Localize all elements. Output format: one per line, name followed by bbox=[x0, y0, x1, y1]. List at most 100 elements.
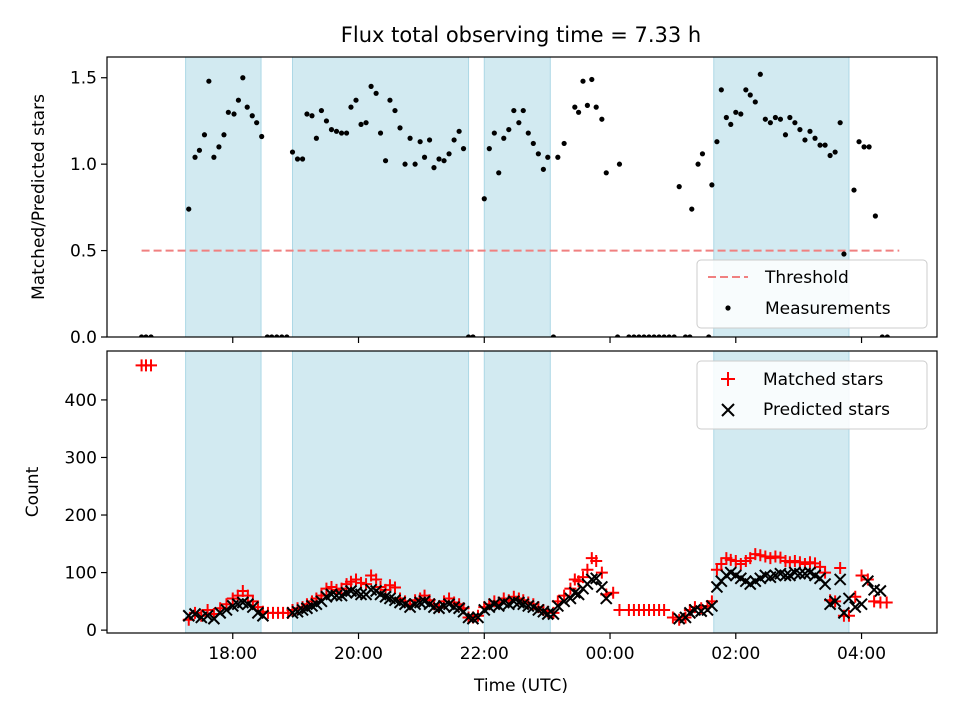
measurement-point bbox=[244, 104, 250, 110]
measurement-point bbox=[486, 146, 492, 152]
matched-legend-label: Matched stars bbox=[763, 370, 883, 390]
matched-star-point bbox=[715, 557, 728, 570]
predicted-star-point bbox=[849, 600, 862, 614]
measurement-point bbox=[555, 154, 561, 160]
predicted-star-point bbox=[837, 606, 851, 620]
measurement-point bbox=[196, 147, 203, 153]
measurement-point bbox=[772, 114, 779, 121]
measurement-point bbox=[221, 132, 227, 138]
measurement-point bbox=[545, 154, 551, 160]
bot-y-tick-label: 100 bbox=[65, 564, 97, 584]
measurement-point bbox=[373, 90, 379, 96]
measurement-point bbox=[460, 146, 467, 152]
measurement-point bbox=[313, 135, 319, 141]
top-legend: Threshold Measurements bbox=[696, 259, 928, 329]
measurement-point bbox=[358, 121, 364, 128]
matched-star-point bbox=[749, 548, 762, 561]
predicted-star-point bbox=[705, 599, 719, 613]
x-tick-label: 18:00 bbox=[208, 644, 257, 664]
predicted-legend-marker bbox=[721, 403, 735, 417]
predicted-star-point bbox=[557, 595, 571, 608]
measurement-point bbox=[856, 139, 862, 145]
matched-star-point bbox=[769, 550, 782, 563]
measurement-point bbox=[603, 170, 609, 176]
measurement-point bbox=[348, 104, 354, 110]
measurement-point bbox=[879, 334, 885, 337]
measurement-point bbox=[841, 251, 847, 257]
measurement-point bbox=[540, 166, 546, 172]
x-axis-label: Time (UTC) bbox=[473, 676, 568, 696]
measurement-point bbox=[506, 126, 512, 133]
measurement-point bbox=[832, 149, 838, 155]
measurement-point bbox=[580, 78, 586, 84]
measurement-point bbox=[861, 144, 867, 150]
measurement-point bbox=[143, 334, 149, 337]
measurement-point bbox=[797, 126, 803, 133]
measurement-point bbox=[289, 149, 296, 155]
measurement-point bbox=[572, 104, 578, 110]
predicted-star-point bbox=[354, 588, 368, 601]
measurement-point bbox=[884, 334, 890, 337]
measurement-point bbox=[343, 130, 350, 136]
matched-star-point bbox=[344, 575, 357, 588]
matched-star-point bbox=[764, 552, 777, 565]
measurement-point bbox=[294, 156, 301, 162]
matched-star-point bbox=[383, 579, 396, 592]
measurement-point bbox=[718, 87, 724, 93]
measurement-point bbox=[491, 130, 497, 136]
measurement-point bbox=[304, 111, 310, 117]
matched-star-point bbox=[724, 553, 737, 566]
matched-star-point bbox=[607, 586, 620, 599]
measurement-point bbox=[392, 107, 398, 114]
predicted-star-point bbox=[874, 584, 887, 598]
measurement-point bbox=[192, 154, 198, 160]
bottom-legend: Matched stars Predicted stars bbox=[696, 360, 928, 430]
measurement-point bbox=[599, 116, 605, 122]
x-tick-label: 04:00 bbox=[837, 644, 886, 664]
measurement-point bbox=[368, 83, 374, 89]
matched-star-point bbox=[855, 569, 868, 582]
x-tick-label: 22:00 bbox=[460, 644, 509, 664]
measurement-point bbox=[651, 334, 657, 337]
measurement-point bbox=[646, 334, 652, 337]
measurements-legend-label: Measurements bbox=[765, 299, 891, 319]
bot-y-tick-label: 400 bbox=[65, 391, 97, 411]
measurement-point bbox=[787, 114, 793, 121]
measurement-point bbox=[264, 334, 270, 337]
measurement-point bbox=[822, 142, 828, 148]
predicted-star-point bbox=[585, 573, 599, 586]
matched-star-point bbox=[861, 573, 874, 586]
measurement-point bbox=[767, 120, 773, 126]
measurement-point bbox=[446, 151, 452, 157]
measurement-point bbox=[636, 334, 642, 337]
measurement-point bbox=[728, 121, 734, 128]
top-legend-box bbox=[696, 259, 928, 329]
matched-star-point bbox=[834, 561, 847, 574]
measurement-point bbox=[240, 75, 246, 81]
predicted-star-point bbox=[188, 607, 202, 621]
measurement-point bbox=[661, 334, 667, 337]
predicted-star-point bbox=[256, 609, 270, 622]
measurement-point bbox=[470, 334, 476, 337]
predicted-star-point bbox=[855, 598, 868, 611]
measurement-point bbox=[216, 144, 222, 150]
measurement-point bbox=[762, 116, 768, 122]
predicted-star-point bbox=[600, 592, 613, 605]
measurement-point bbox=[738, 111, 744, 117]
measurement-point bbox=[614, 334, 621, 337]
measurement-point bbox=[561, 140, 567, 147]
bot-axes-frame bbox=[106, 350, 938, 634]
x-tick-label: 20:00 bbox=[334, 644, 383, 664]
predicted-star-point bbox=[818, 577, 832, 591]
matched-star-point bbox=[145, 359, 158, 372]
measurement-point bbox=[338, 130, 345, 136]
predicted-star-point bbox=[833, 573, 847, 586]
matched-legend-marker bbox=[721, 372, 735, 386]
measurement-point bbox=[353, 97, 359, 103]
measurement-point bbox=[284, 334, 290, 337]
matched-star-point bbox=[590, 555, 603, 568]
x-tick-label: 00:00 bbox=[586, 644, 635, 664]
measurement-point bbox=[687, 334, 693, 337]
predicted-star-point bbox=[213, 606, 227, 620]
matched-star-point bbox=[658, 603, 671, 616]
